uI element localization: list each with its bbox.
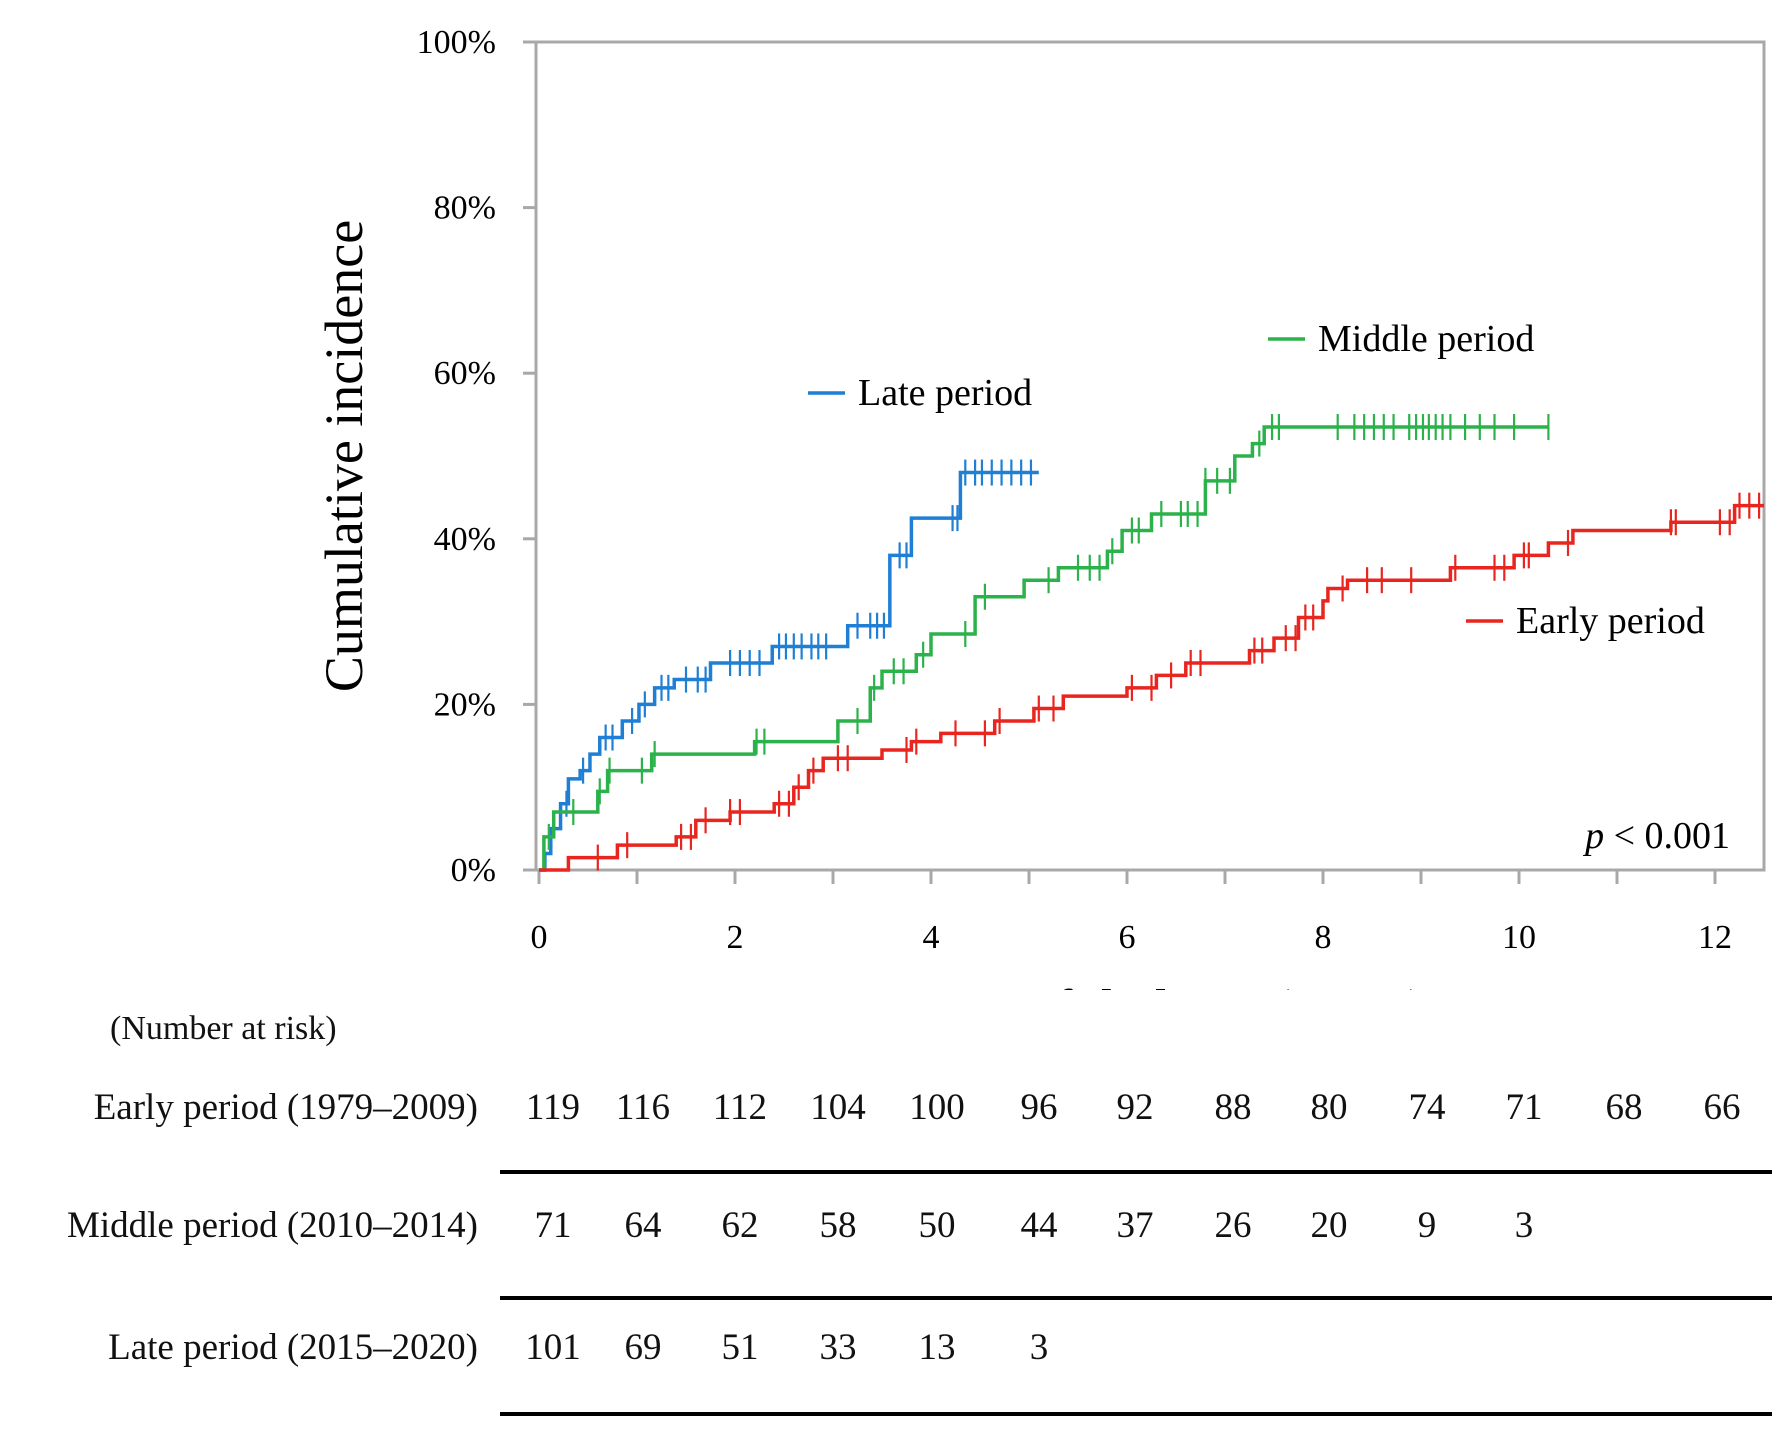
risk-count-cell: 88 bbox=[1214, 1087, 1252, 1128]
x-tick-label: 0 bbox=[531, 919, 548, 956]
risk-row-label: Early period (1979–2009) bbox=[93, 1087, 478, 1128]
risk-count-cell: 96 bbox=[1020, 1087, 1058, 1128]
x-tick-label: 10 bbox=[1502, 919, 1536, 956]
risk-count-cell: 3 bbox=[1029, 1327, 1049, 1368]
risk-row-label: Middle period (2010–2014) bbox=[66, 1205, 478, 1246]
middle-period-series bbox=[539, 414, 1550, 872]
risk-count-cell: 68 bbox=[1605, 1087, 1643, 1128]
risk-count-cell: 64 bbox=[624, 1205, 662, 1246]
p-value-annotation: p < 0.001 bbox=[1582, 815, 1730, 857]
risk-count-cell: 119 bbox=[525, 1087, 581, 1128]
risk-table-title: (Number at risk) bbox=[110, 1010, 337, 1047]
risk-count-cell: 80 bbox=[1310, 1087, 1348, 1128]
risk-count-cell: 44 bbox=[1020, 1205, 1058, 1246]
early-period-series bbox=[539, 492, 1764, 872]
x-axis-label: Duration of dialysis (years) bbox=[813, 979, 1427, 990]
x-axis: 0 2 4 6 8 10 12 bbox=[531, 870, 1732, 956]
y-tick-label: 80% bbox=[434, 190, 496, 227]
y-tick-label: 60% bbox=[434, 355, 496, 392]
risk-count-cell: 100 bbox=[909, 1087, 965, 1128]
late-period-series bbox=[539, 459, 1039, 872]
late-period-curve bbox=[539, 470, 1039, 872]
x-tick-label: 12 bbox=[1698, 919, 1732, 956]
risk-row-label: Late period (2015–2020) bbox=[108, 1327, 478, 1368]
x-tick-label: 2 bbox=[727, 919, 744, 956]
risk-count-cell: 20 bbox=[1310, 1205, 1348, 1246]
risk-count-cell: 74 bbox=[1408, 1087, 1446, 1128]
middle-period-legend-label: Middle period bbox=[1318, 318, 1534, 360]
x-tick-label: 4 bbox=[923, 919, 940, 956]
y-axis-label: Cumulative incidence bbox=[314, 220, 374, 692]
risk-count-cell: 13 bbox=[918, 1327, 956, 1368]
x-tick-label: 8 bbox=[1315, 919, 1332, 956]
y-tick-label: 100% bbox=[417, 24, 496, 61]
risk-count-cell: 92 bbox=[1116, 1087, 1154, 1128]
risk-count-cell: 3 bbox=[1514, 1205, 1534, 1246]
y-tick-label: 20% bbox=[434, 686, 496, 723]
risk-row-divider bbox=[500, 1170, 1772, 1174]
risk-row-divider bbox=[500, 1296, 1772, 1300]
plot-frame bbox=[534, 40, 1766, 872]
late-period-legend-label: Late period bbox=[858, 372, 1032, 414]
p-symbol: p bbox=[1582, 815, 1604, 857]
early-period-legend-label: Early period bbox=[1516, 600, 1705, 642]
risk-count-cell: 37 bbox=[1116, 1205, 1154, 1246]
y-axis: 0% 20% 40% 60% 80% 100% bbox=[417, 24, 536, 889]
risk-row-divider bbox=[500, 1412, 1772, 1416]
risk-count-cell: 9 bbox=[1417, 1205, 1437, 1246]
cumulative-incidence-chart: 0% 20% 40% 60% 80% 100% 0 2 4 6 8 10 12 Late period… bbox=[314, 24, 1766, 990]
y-tick-label: 0% bbox=[451, 852, 496, 889]
risk-count-cell: 101 bbox=[525, 1327, 581, 1368]
risk-count-cell: 33 bbox=[819, 1327, 857, 1368]
risk-count-cell: 71 bbox=[534, 1205, 572, 1246]
risk-count-cell: 58 bbox=[819, 1205, 857, 1246]
risk-count-cell: 112 bbox=[712, 1087, 768, 1128]
risk-count-cell: 71 bbox=[1505, 1087, 1543, 1128]
risk-count-cell: 116 bbox=[615, 1087, 671, 1128]
risk-count-cell: 69 bbox=[624, 1327, 662, 1368]
risk-count-cell: 104 bbox=[810, 1087, 866, 1128]
risk-count-cell: 50 bbox=[918, 1205, 956, 1246]
risk-count-cell: 51 bbox=[721, 1327, 759, 1368]
risk-count-cell: 26 bbox=[1214, 1205, 1252, 1246]
y-tick-label: 40% bbox=[434, 521, 496, 558]
risk-count-cell: 62 bbox=[721, 1205, 759, 1246]
curves bbox=[539, 414, 1764, 872]
legend: Late period Middle period Early period bbox=[808, 318, 1705, 642]
p-value-text: < 0.001 bbox=[1604, 815, 1730, 857]
risk-count-cell: 66 bbox=[1703, 1087, 1741, 1128]
x-tick-label: 6 bbox=[1119, 919, 1136, 956]
middle-period-curve bbox=[539, 425, 1549, 872]
